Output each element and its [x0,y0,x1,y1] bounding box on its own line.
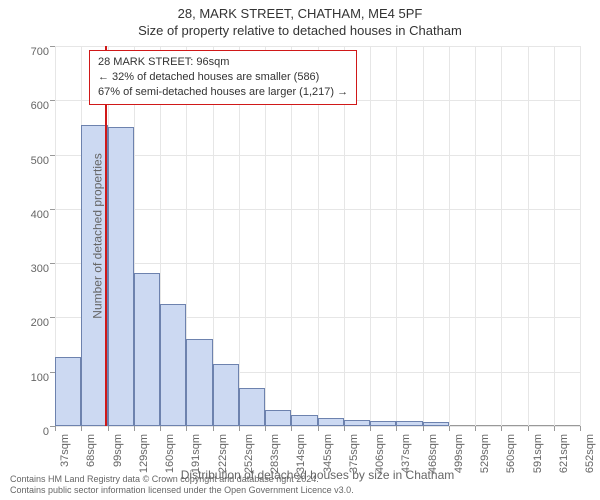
x-tick-mark [265,426,266,431]
x-tick-mark [186,426,187,431]
gridline-v [580,46,581,426]
x-tick-mark [108,426,109,431]
gridline-v [554,46,555,426]
x-tick-mark [501,426,502,431]
page-title: 28, MARK STREET, CHATHAM, ME4 5PF [0,0,600,21]
y-tick-label: 100 [19,372,49,384]
y-tick-label: 500 [19,155,49,167]
histogram-bar [186,339,212,426]
x-tick-mark [291,426,292,431]
x-tick-mark [396,426,397,431]
x-tick-mark [370,426,371,431]
histogram-bar [213,364,239,426]
gridline-v [370,46,371,426]
x-tick-mark [423,426,424,431]
gridline-v [423,46,424,426]
info-line: ← 32% of detached houses are smaller (58… [98,70,348,85]
histogram-bar [396,421,422,426]
gridline-v [528,46,529,426]
histogram-bar [423,422,449,426]
y-tick-label: 400 [19,209,49,221]
histogram-bar [265,410,291,426]
histogram-bar [344,420,370,427]
histogram-chart: 010020030040050060070037sqm68sqm99sqm129… [55,46,580,426]
gridline-v [475,46,476,426]
x-tick-label: 99sqm [112,434,124,467]
x-tick-mark [81,426,82,431]
histogram-bar [291,415,317,426]
x-tick-mark [213,426,214,431]
info-line: 67% of semi-detached houses are larger (… [98,85,348,100]
plot-area: 010020030040050060070037sqm68sqm99sqm129… [55,46,580,426]
x-tick-mark [554,426,555,431]
x-tick-mark [475,426,476,431]
histogram-bar [134,273,160,426]
x-tick-mark [160,426,161,431]
page-subtitle: Size of property relative to detached ho… [0,21,600,38]
y-tick-label: 600 [19,100,49,112]
histogram-bar [239,388,265,426]
x-tick-mark [344,426,345,431]
x-tick-mark [318,426,319,431]
x-tick-mark [449,426,450,431]
footer-line-2: Contains public sector information licen… [10,485,354,496]
y-axis-label: Number of detached properties [91,153,105,318]
y-tick-label: 200 [19,317,49,329]
histogram-bar [108,127,134,426]
x-tick-mark [134,426,135,431]
gridline-v [501,46,502,426]
footer-attribution: Contains HM Land Registry data © Crown c… [10,474,354,497]
histogram-bar [318,418,344,426]
x-tick-mark [55,426,56,431]
y-tick-label: 700 [19,46,49,58]
x-tick-label: 68sqm [85,434,97,467]
x-tick-mark [239,426,240,431]
y-tick-label: 300 [19,263,49,275]
x-tick-label: 37sqm [59,434,71,467]
info-line: 28 MARK STREET: 96sqm [98,55,348,70]
footer-line-1: Contains HM Land Registry data © Crown c… [10,474,354,485]
histogram-bar [55,357,81,426]
y-tick-label: 0 [19,426,49,438]
x-tick-mark [580,426,581,431]
x-tick-label: 652sqm [584,434,596,473]
property-info-box: 28 MARK STREET: 96sqm← 32% of detached h… [89,50,357,105]
gridline-v [396,46,397,426]
gridline-v [449,46,450,426]
histogram-bar [370,421,396,426]
histogram-bar [160,304,186,426]
x-tick-mark [528,426,529,431]
